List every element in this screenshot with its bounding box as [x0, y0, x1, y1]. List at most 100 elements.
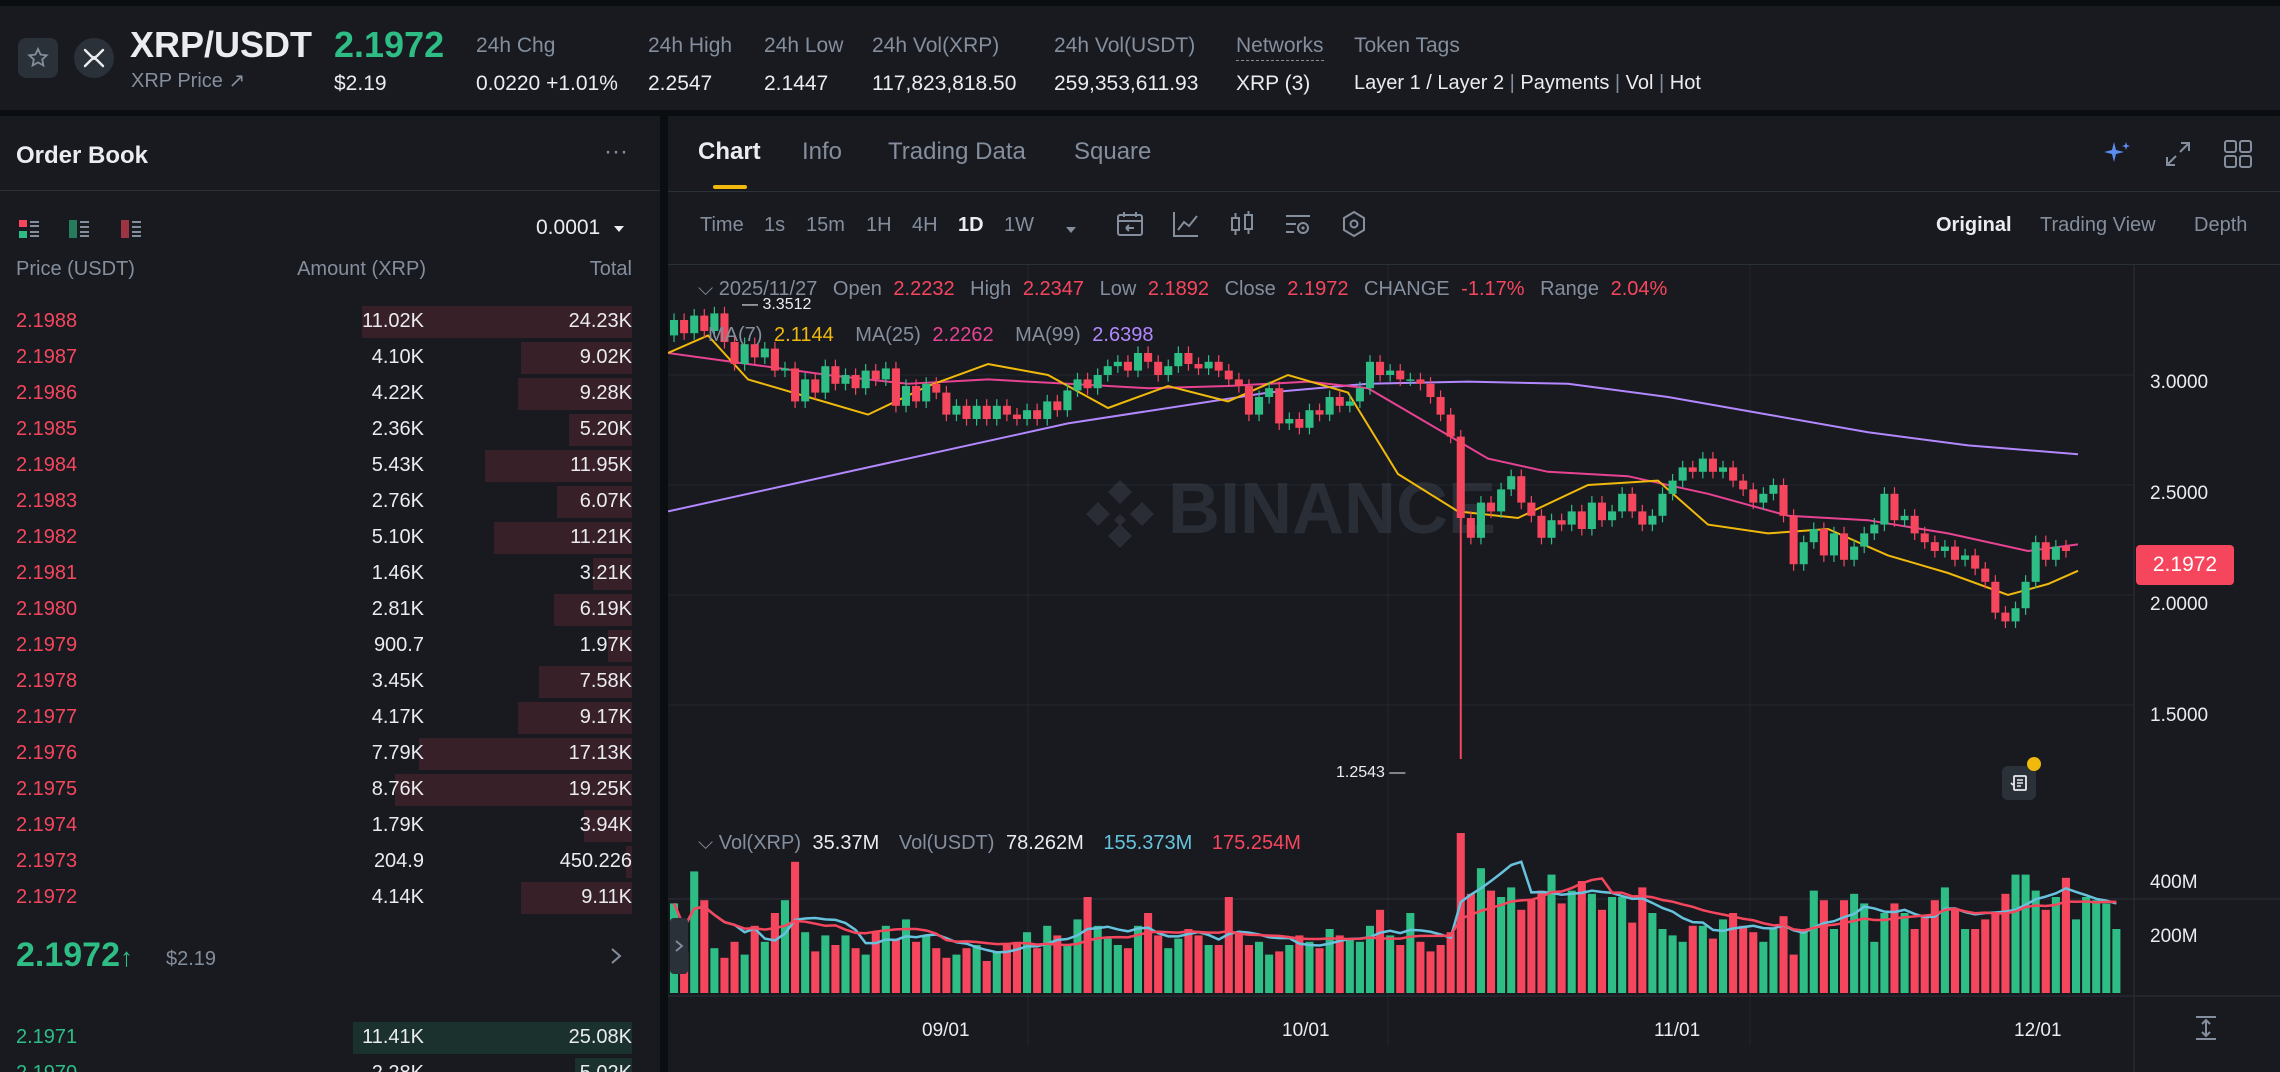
fullscreen-icon[interactable]	[2164, 140, 2192, 173]
ma99-label: MA(99)	[1015, 324, 1081, 346]
favorite-star-button[interactable]	[18, 38, 58, 78]
volume-bar	[972, 945, 981, 993]
ask-row[interactable]: 2.1973 204.9 450.226	[0, 844, 660, 880]
volume-bar	[1486, 890, 1496, 993]
candle-up	[1809, 529, 1818, 543]
tab-info[interactable]: Info	[802, 138, 843, 165]
ask-row[interactable]: 2.1986 4.22K 9.28K	[0, 376, 660, 412]
row-amount: 900.7	[373, 634, 424, 656]
volume-bar	[1991, 913, 2000, 993]
ask-row[interactable]: 2.1972 4.14K 9.11K	[0, 880, 660, 916]
stat-24h-low: 24h Low 2.1447	[764, 34, 843, 96]
candle-down	[1083, 379, 1092, 389]
candle-down	[1244, 386, 1253, 415]
ask-row[interactable]: 2.1976 7.79K 17.13K	[0, 736, 660, 772]
timeframe-more-chevron-icon[interactable]	[1064, 222, 1078, 240]
row-amount: 4.22K	[371, 382, 424, 404]
candle-down	[932, 383, 941, 393]
candle-up	[740, 344, 749, 364]
candle-style-icon[interactable]	[1226, 208, 1258, 240]
ask-row[interactable]: 2.1974 1.79K 3.94K	[0, 808, 660, 844]
ask-row[interactable]: 2.1977 4.17K 9.17K	[0, 700, 660, 736]
volume-bar	[1295, 935, 1304, 993]
timeframe-1d[interactable]: 1D	[958, 214, 984, 236]
volume-bar	[1073, 919, 1082, 993]
ask-row[interactable]: 2.1980 2.81K 6.19K	[0, 592, 660, 628]
timeframe-1h[interactable]: 1H	[866, 214, 892, 236]
order-book-title: Order Book	[16, 142, 149, 169]
timeframe-15m[interactable]: 15m	[806, 214, 845, 236]
candle-down	[1335, 397, 1344, 406]
tag-payments[interactable]: Payments	[1520, 72, 1610, 94]
tab-trading-data[interactable]: Trading Data	[888, 138, 1026, 165]
tab-square[interactable]: Square	[1074, 138, 1152, 165]
tab-chart[interactable]: Chart	[698, 138, 761, 165]
candle-up	[710, 313, 719, 331]
candle-down	[1234, 379, 1243, 386]
volume-bar	[1386, 935, 1395, 993]
fit-chart-icon[interactable]	[2192, 1014, 2220, 1047]
timeframe-4h[interactable]: 4H	[912, 214, 938, 236]
volume-bar	[1224, 897, 1233, 993]
ask-row[interactable]: 2.1988 11.02K 24.23K	[0, 304, 660, 340]
row-amount: 5.43K	[371, 454, 424, 476]
candle-down	[871, 370, 880, 380]
volume-bar	[2061, 877, 2070, 993]
bid-row[interactable]: 2.1970 2.28K 5.02K	[0, 1056, 660, 1072]
ask-row[interactable]: 2.1975 8.76K 19.25K	[0, 772, 660, 808]
volume-bar	[1507, 887, 1516, 993]
timeframe-time[interactable]: Time	[700, 214, 744, 236]
volume-bar	[1870, 941, 1879, 993]
depth-bar	[539, 666, 632, 698]
ask-row[interactable]: 2.1981 1.46K 3.21K	[0, 556, 660, 592]
timeframe-1w[interactable]: 1W	[1004, 214, 1034, 236]
view-asks-icon[interactable]	[120, 218, 142, 245]
event-marker-button[interactable]	[2002, 766, 2036, 800]
volume-bar	[942, 957, 951, 993]
ohlc-legend: ⌵ 2025/11/27 Open 2.2232 High 2.2347 Low…	[698, 278, 1667, 301]
candle-up	[1103, 366, 1112, 375]
timeframe-1s[interactable]: 1s	[764, 214, 786, 236]
view-both-icon[interactable]	[18, 218, 40, 245]
volume-bar	[861, 954, 870, 993]
bid-row[interactable]: 2.1971 11.41K 25.08K	[0, 1020, 660, 1056]
ask-row[interactable]: 2.1987 4.10K 9.02K	[0, 340, 660, 376]
view-original[interactable]: Original	[1936, 214, 2012, 236]
expand-left-button[interactable]	[670, 918, 688, 974]
view-bids-icon[interactable]	[68, 218, 90, 245]
ask-row[interactable]: 2.1985 2.36K 5.20K	[0, 412, 660, 448]
volume-bar	[922, 935, 931, 993]
tag-layer[interactable]: Layer 1 / Layer 2	[1354, 72, 1505, 94]
candle-up	[1406, 379, 1415, 381]
indicator-icon[interactable]	[1170, 208, 1202, 240]
volume-bar	[1113, 945, 1122, 993]
chart-settings-icon[interactable]	[1282, 208, 1314, 240]
ask-row[interactable]: 2.1979 900.7 1.97K	[0, 628, 660, 664]
ask-row[interactable]: 2.1978 3.45K 7.58K	[0, 664, 660, 700]
layout-grid-icon[interactable]	[2222, 138, 2254, 175]
volume-bar	[2001, 893, 2010, 993]
more-options-icon[interactable]: ···	[604, 138, 628, 165]
ask-row[interactable]: 2.1984 5.43K 11.95K	[0, 448, 660, 484]
ask-row[interactable]: 2.1982 5.10K 11.21K	[0, 520, 660, 556]
tag-hot[interactable]: Hot	[1669, 72, 1701, 94]
price-info-link[interactable]: XRP Price ↗	[131, 70, 246, 92]
hexagon-settings-icon[interactable]	[1338, 208, 1370, 240]
stat-networks[interactable]: Networks XRP (3)	[1236, 34, 1324, 96]
price-chart[interactable]: BINANCE	[668, 265, 2280, 1072]
volume-bar	[1466, 893, 1475, 993]
collapse-chevron-icon[interactable]: ⌵	[698, 278, 714, 300]
view-depth[interactable]: Depth	[2194, 214, 2248, 236]
calendar-icon[interactable]	[1114, 208, 1146, 240]
tag-vol[interactable]: Vol	[1625, 72, 1654, 94]
volume-bar	[1981, 919, 1990, 993]
view-trading-view[interactable]: Trading View	[2040, 214, 2156, 236]
precision-select[interactable]: 0.0001	[536, 216, 626, 240]
candle-down	[1708, 458, 1717, 472]
chevron-right-icon[interactable]	[608, 946, 624, 971]
ai-sparkle-icon[interactable]	[2102, 138, 2134, 175]
ask-row[interactable]: 2.1983 2.76K 6.07K	[0, 484, 660, 520]
collapse-chevron-icon[interactable]: ⌵	[698, 832, 714, 854]
candle-up	[1870, 524, 1879, 534]
volume-bar	[1779, 916, 1788, 993]
